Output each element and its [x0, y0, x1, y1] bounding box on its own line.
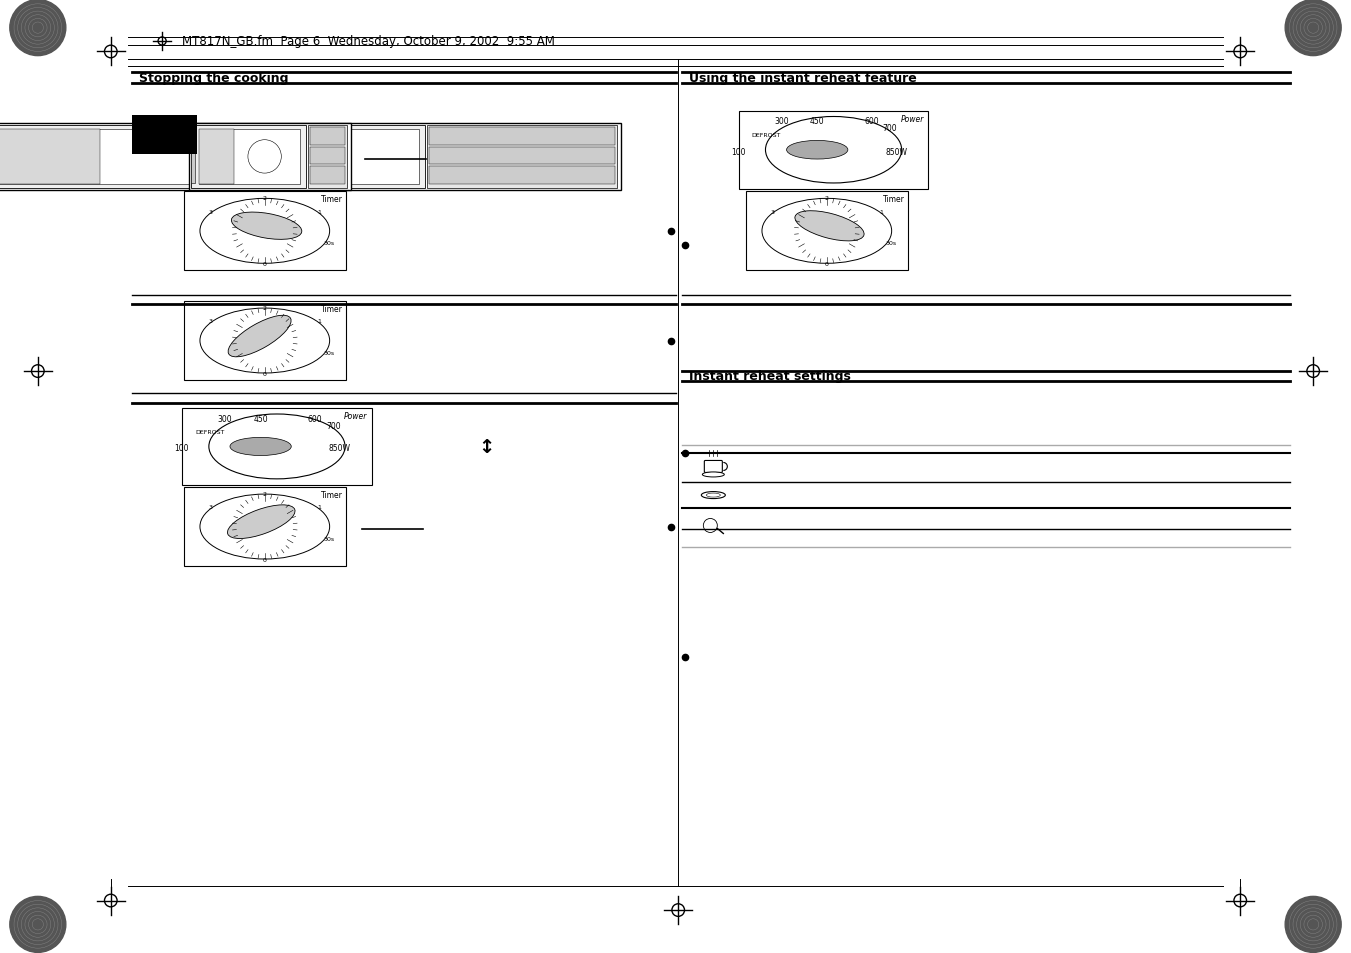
Text: 300: 300	[218, 415, 232, 423]
Bar	[308, 126, 347, 189]
Bar	[428, 128, 616, 146]
Bar	[0, 126, 424, 189]
Text: 600: 600	[865, 117, 880, 126]
Ellipse shape	[794, 212, 865, 242]
Text: ↕: ↕	[478, 437, 494, 456]
Text: DEFROST: DEFROST	[196, 429, 224, 435]
Text: 2: 2	[263, 306, 266, 311]
Bar	[190, 131, 195, 184]
Text: Timer: Timer	[322, 195, 343, 204]
Text: 1: 1	[317, 319, 322, 324]
Circle shape	[1285, 897, 1342, 952]
Text: 2: 2	[825, 196, 828, 201]
Text: 0: 0	[825, 262, 828, 267]
Bar	[182, 409, 372, 485]
Bar	[746, 193, 908, 272]
Bar	[309, 128, 346, 146]
Bar	[184, 488, 346, 566]
Text: 3: 3	[208, 505, 212, 510]
Text: 3: 3	[770, 210, 774, 214]
Bar	[132, 116, 197, 154]
Text: 0: 0	[263, 558, 266, 562]
Bar	[0, 130, 100, 185]
Circle shape	[9, 897, 66, 952]
Text: 1: 1	[880, 210, 884, 214]
Bar	[199, 130, 300, 185]
Ellipse shape	[228, 315, 290, 357]
Text: 0: 0	[263, 262, 266, 267]
Bar	[0, 130, 419, 185]
Text: Instant reheat settings: Instant reheat settings	[689, 370, 851, 383]
Bar	[739, 112, 928, 190]
Text: 850W: 850W	[885, 148, 908, 156]
Ellipse shape	[701, 492, 725, 499]
Text: Timer: Timer	[322, 305, 343, 314]
Bar	[309, 167, 346, 185]
Text: 0: 0	[263, 372, 266, 376]
Bar	[0, 124, 621, 191]
Text: 300: 300	[774, 117, 789, 126]
Text: 100: 100	[174, 444, 189, 453]
Circle shape	[9, 1, 66, 56]
Text: 600: 600	[308, 415, 323, 423]
Text: 3: 3	[208, 319, 212, 324]
Bar	[184, 193, 346, 272]
Ellipse shape	[227, 505, 295, 539]
Text: Timer: Timer	[322, 491, 343, 499]
Text: 30s: 30s	[323, 351, 334, 355]
Text: Stopping the cooking: Stopping the cooking	[139, 71, 289, 85]
Circle shape	[1285, 1, 1342, 56]
Bar	[189, 124, 351, 191]
Text: 700: 700	[882, 124, 897, 133]
Bar	[428, 148, 616, 165]
Text: 450: 450	[809, 117, 824, 126]
Text: 450: 450	[253, 415, 267, 423]
Text: 2: 2	[263, 196, 266, 201]
Bar	[427, 126, 617, 189]
Text: 30s: 30s	[323, 537, 334, 541]
Ellipse shape	[707, 494, 720, 497]
Text: 30s: 30s	[323, 241, 334, 246]
Text: 100: 100	[731, 148, 746, 156]
Text: 3: 3	[208, 210, 212, 214]
Ellipse shape	[230, 437, 292, 456]
FancyBboxPatch shape	[704, 461, 723, 473]
Text: Using the instant reheat feature: Using the instant reheat feature	[689, 71, 917, 85]
Text: DEFROST: DEFROST	[753, 132, 781, 137]
Bar	[199, 130, 234, 185]
Ellipse shape	[786, 141, 848, 160]
Text: 30s: 30s	[885, 241, 896, 246]
Bar	[309, 148, 346, 165]
Bar	[428, 167, 616, 185]
Ellipse shape	[703, 473, 724, 477]
Ellipse shape	[231, 213, 301, 240]
Text: 1: 1	[317, 505, 322, 510]
Text: MT817N_GB.fm  Page 6  Wednesday, October 9, 2002  9:55 AM: MT817N_GB.fm Page 6 Wednesday, October 9…	[182, 35, 555, 49]
Text: 850W: 850W	[328, 444, 351, 453]
Bar	[184, 301, 346, 380]
Text: 1: 1	[317, 210, 322, 214]
Text: Timer: Timer	[884, 195, 905, 204]
Text: Power: Power	[901, 114, 924, 124]
Text: Power: Power	[345, 412, 367, 421]
Text: 2: 2	[263, 492, 266, 497]
Circle shape	[704, 519, 717, 533]
Text: 700: 700	[326, 421, 340, 430]
Bar	[190, 126, 305, 189]
